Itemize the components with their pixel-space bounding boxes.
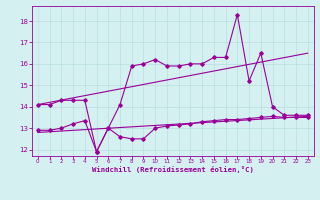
X-axis label: Windchill (Refroidissement éolien,°C): Windchill (Refroidissement éolien,°C) (92, 166, 254, 173)
